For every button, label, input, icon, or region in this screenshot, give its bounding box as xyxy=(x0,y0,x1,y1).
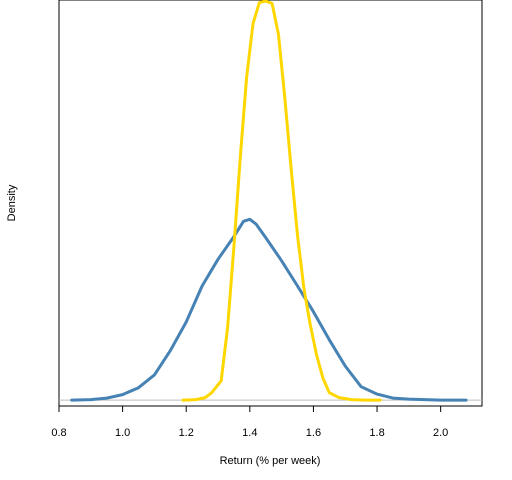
y-axis-label: Density xyxy=(6,184,18,221)
x-tick-label: 1.2 xyxy=(179,427,194,439)
density-line-2 xyxy=(181,0,382,402)
x-tick-label: 1.0 xyxy=(115,427,130,439)
density-line-1 xyxy=(70,217,468,402)
x-tick-label: 1.4 xyxy=(242,427,257,439)
series-layer xyxy=(70,0,468,402)
x-tick-label: 1.6 xyxy=(306,427,321,439)
x-axis-label: Return (% per week) xyxy=(220,455,321,467)
x-axis: 0.8 1.0 1.2 1.4 1.6 1.8 2.0 xyxy=(51,406,448,439)
x-tick-label: 1.8 xyxy=(369,427,384,439)
x-tick-label: 0.8 xyxy=(51,427,66,439)
plot-frame xyxy=(58,0,483,407)
x-tick-label: 2.0 xyxy=(433,427,448,439)
